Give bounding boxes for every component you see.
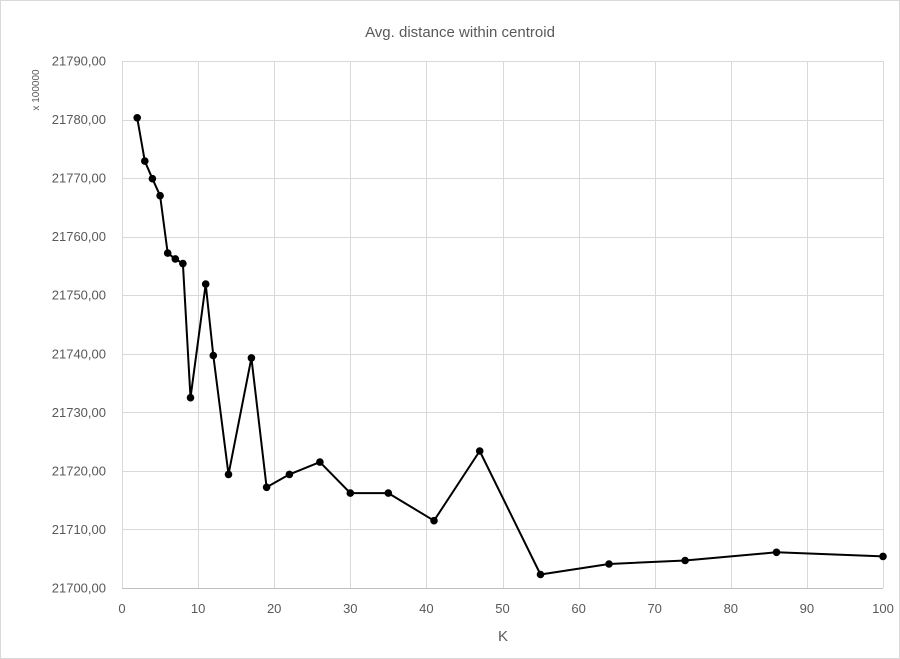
y-tick-labels: 21700,00 21710,00 21720,00 21730,00 21740,00… (52, 54, 106, 596)
data-point (879, 552, 887, 561)
x-tick-label: 90 (800, 601, 814, 616)
data-point (156, 191, 164, 200)
x-tick-label: 60 (571, 601, 585, 616)
data-point (201, 280, 210, 288)
x-tick-label: 30 (343, 601, 357, 616)
x-tick-labels: 0 10 20 30 40 50 60 70 80 90 100 (118, 601, 893, 616)
data-point (133, 114, 141, 122)
y-tick-label: 21700,00 (52, 581, 106, 596)
x-tick-label: 80 (724, 601, 738, 616)
x-tick-label: 50 (495, 601, 509, 616)
data-point (384, 489, 393, 497)
data-point (346, 489, 355, 497)
data-point (186, 393, 195, 402)
x-tick-label: 100 (872, 601, 894, 616)
y-tick-label: 21750,00 (52, 288, 106, 303)
x-tick-label: 40 (419, 601, 433, 616)
x-axis-title: K (498, 628, 508, 645)
x-tick-label: 20 (267, 601, 281, 616)
data-point (475, 447, 484, 455)
y-tick-label: 21710,00 (52, 522, 106, 537)
data-point (179, 259, 187, 268)
data-point (772, 548, 781, 557)
data-point (247, 354, 256, 362)
y-tick-label: 21730,00 (52, 405, 106, 420)
data-point (171, 255, 180, 263)
y-display-unit-label: x 100000 (31, 69, 42, 111)
series-line-group (133, 114, 887, 579)
y-tick-label: 21770,00 (52, 171, 106, 186)
y-tick-label: 21720,00 (52, 463, 106, 478)
data-point (141, 157, 149, 165)
y-tick-label: 21740,00 (52, 346, 106, 361)
data-point (536, 570, 545, 579)
data-point (681, 556, 689, 565)
data-point (148, 174, 157, 183)
x-tick-label: 0 (118, 601, 125, 616)
data-point (224, 470, 233, 479)
y-tick-label: 21780,00 (52, 112, 106, 127)
x-tick-label: 70 (647, 601, 661, 616)
y-tick-label: 21760,00 (52, 229, 106, 244)
data-point (430, 516, 438, 525)
chart-title: Avg. distance within centroid (365, 24, 555, 41)
series-line (136, 117, 884, 576)
data-point (605, 560, 613, 568)
data-point (163, 249, 172, 257)
y-tick-label: 21790,00 (52, 54, 106, 69)
data-point (209, 351, 218, 360)
data-point (285, 470, 294, 479)
x-tick-label: 10 (191, 601, 205, 616)
data-point (316, 458, 324, 466)
grid-lines (122, 61, 884, 589)
data-point (262, 483, 271, 492)
